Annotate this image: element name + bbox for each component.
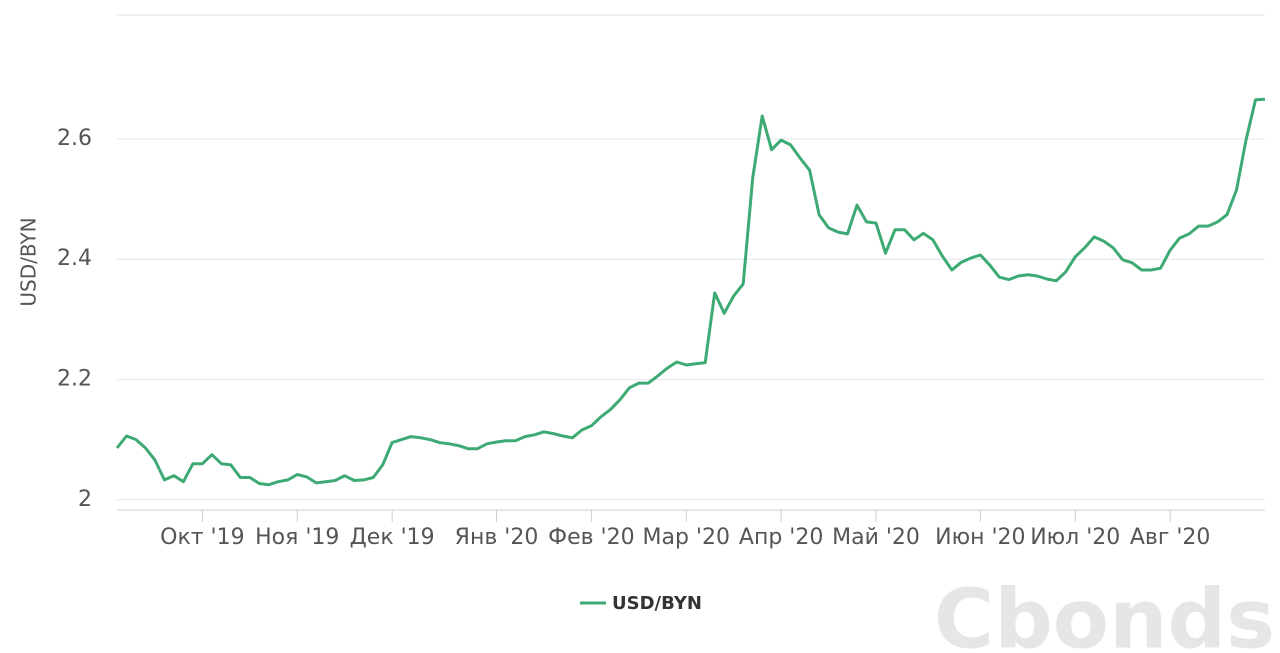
y-tick-label: 2.6 — [57, 126, 92, 151]
y-tick-label: 2.2 — [57, 366, 92, 391]
y-axis-label: USD/BYN — [17, 217, 41, 306]
watermark: Cbonds — [934, 572, 1275, 653]
y-tick-label: 2.4 — [57, 246, 92, 271]
x-tick-label: Мар '20 — [643, 525, 730, 550]
y-tick-label: 2 — [78, 487, 92, 512]
x-tick-label: Окт '19 — [160, 525, 244, 550]
legend-label: USD/BYN — [612, 593, 702, 614]
x-tick-label: Янв '20 — [455, 525, 539, 550]
x-tick-label: Апр '20 — [739, 525, 823, 550]
x-tick-label: Май '20 — [832, 525, 920, 550]
x-tick-label: Июл '20 — [1030, 525, 1120, 550]
x-tick-label: Ноя '19 — [255, 525, 339, 550]
x-tick-label: Дек '19 — [350, 525, 435, 550]
x-tick-label: Авг '20 — [1130, 525, 1211, 550]
x-tick-label: Фев '20 — [548, 525, 634, 550]
line-series — [115, 97, 1266, 487]
x-tick-label: Июн '20 — [935, 525, 1025, 550]
